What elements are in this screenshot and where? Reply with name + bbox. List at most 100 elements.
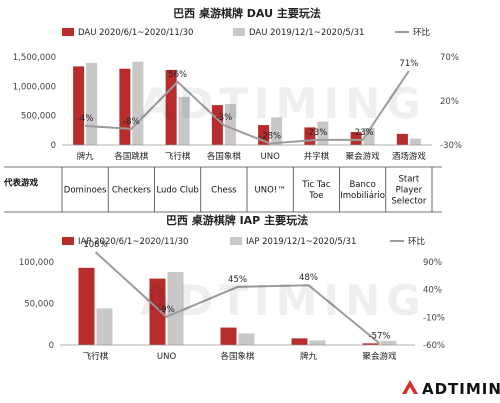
- ratio-data-label: -4%: [77, 114, 94, 124]
- y-tick-label: 100,000: [19, 258, 54, 268]
- bar-current: [304, 127, 316, 145]
- x-category-label: UNO: [260, 152, 280, 162]
- representative-game-name: Banco: [349, 180, 375, 190]
- representative-game-name: Dominoes: [64, 186, 107, 196]
- y-tick-label: 50,000: [24, 300, 54, 310]
- bar-current: [165, 69, 177, 145]
- bar-previous: [224, 103, 236, 145]
- bar-previous: [317, 121, 329, 145]
- bar-current: [258, 125, 270, 145]
- bar-current: [220, 327, 237, 345]
- bar-current: [78, 267, 95, 345]
- ratio-data-label: -57%: [369, 331, 391, 341]
- x-category-label: 各国象棋: [207, 151, 242, 162]
- y-tick-label: 1,500,000: [13, 53, 56, 63]
- x-category-label: 牌九: [77, 151, 95, 162]
- legend-label-ratio: 环比: [408, 236, 425, 247]
- bar-previous: [363, 127, 375, 145]
- brand-name: ADTIMING: [422, 380, 500, 398]
- ratio-data-label: -8%: [123, 117, 140, 127]
- x-category-label: 酒场游戏: [392, 151, 427, 162]
- ratio-data-label: 56%: [168, 70, 187, 80]
- brand-logo: ADTIMING ADTIMING ADTIMING: [140, 79, 500, 398]
- bar-current: [350, 132, 362, 145]
- ratio-data-label: 108%: [83, 240, 107, 250]
- ratio-data-label: -9%: [158, 305, 175, 315]
- legend-swatch-1: [62, 237, 74, 245]
- iap-chart: 巴西 桌游棋牌 IAP 主要玩法 IAP 2020/6/1~2020/11/30 I…: [19, 213, 445, 362]
- x-category-label: 飞行棋: [165, 151, 191, 162]
- bar-previous: [380, 340, 397, 345]
- legend-label-2: DAU 2019/12/1~2020/5/31: [249, 28, 364, 38]
- legend-label-1: IAP 2020/6/1~2020/11/30: [78, 237, 188, 247]
- bar-current: [73, 66, 85, 145]
- bar-current: [211, 105, 223, 145]
- dau-chart: 巴西 桌游棋牌 DAU 主要玩法 DAU 2020/6/1~2020/11/30 D…: [13, 6, 462, 162]
- bar-current: [149, 278, 166, 345]
- chart-title: 巴西 桌游棋牌 IAP 主要玩法: [166, 213, 308, 227]
- representative-game-name: Player: [396, 186, 423, 196]
- y2-tick-label: -10%: [423, 313, 445, 323]
- watermark-text: ADTIMING: [140, 79, 427, 128]
- representative-game-name: Toe: [308, 191, 323, 201]
- ratio-data-label: -23%: [352, 128, 374, 138]
- watermark-text: ADTIMING: [140, 276, 427, 325]
- y2-tick-label: -30%: [440, 141, 462, 151]
- legend-swatch-2: [230, 237, 242, 245]
- x-category-label: 聚会游戏: [362, 351, 397, 362]
- ratio-data-label: 48%: [299, 273, 318, 283]
- x-category-label: 牌九: [300, 351, 318, 362]
- bar-previous: [271, 117, 283, 145]
- legend-label-1: DAU 2020/6/1~2020/11/30: [78, 28, 193, 38]
- adtiming-logo-icon: [402, 380, 418, 394]
- y-tick-label: 0: [49, 341, 54, 351]
- ratio-data-label: 45%: [228, 275, 247, 285]
- representative-game-name: UNO!™: [255, 186, 286, 196]
- x-category-label: 各国象棋: [220, 351, 255, 362]
- bar-previous: [132, 61, 144, 146]
- bar-previous: [167, 271, 184, 345]
- representative-games-table: 代表游戏 Dominoes Checkers Ludo Club Chess UNO!™ T…: [3, 166, 442, 213]
- ratio-data-label: -28%: [259, 132, 281, 142]
- y-tick-label: 500,000: [21, 112, 56, 122]
- ratio-data-label: -3%: [216, 113, 233, 123]
- legend-label-ratio: 环比: [413, 27, 430, 38]
- chart-title: 巴西 桌游棋牌 DAU 主要玩法: [173, 6, 321, 20]
- bar-previous: [178, 96, 190, 145]
- y2-tick-label: 40%: [423, 286, 442, 296]
- y-tick-label: 0: [51, 141, 56, 151]
- bar-current: [396, 133, 408, 145]
- bar-previous: [309, 340, 326, 345]
- y2-tick-label: 90%: [423, 258, 442, 268]
- representative-game-name: Imobiliário: [340, 191, 385, 201]
- y2-tick-label: -60%: [423, 341, 445, 351]
- ratio-data-label: -23%: [305, 128, 327, 138]
- representative-game-name: Checkers: [112, 186, 152, 196]
- bar-current: [362, 343, 379, 345]
- ratio-line: [94, 251, 381, 345]
- bar-previous: [96, 308, 113, 345]
- y2-tick-label: 20%: [440, 97, 459, 107]
- legend-swatch-1: [62, 28, 74, 36]
- ratio-data-label: 71%: [399, 59, 418, 69]
- bar-current: [119, 68, 131, 145]
- x-category-label: UNO: [157, 352, 177, 362]
- representative-game-name: Chess: [211, 186, 237, 196]
- y-tick-label: 1,000,000: [13, 82, 56, 92]
- representative-game-name: Start: [398, 175, 419, 185]
- bar-previous: [409, 138, 421, 145]
- legend-swatch-2: [233, 28, 245, 36]
- representative-game-name: Tic Tac: [301, 180, 331, 190]
- x-category-label: 飞行棋: [83, 351, 109, 362]
- representative-game-name: Ludo Club: [156, 186, 198, 196]
- ratio-line: [85, 70, 410, 145]
- x-category-label: 井字棋: [304, 151, 330, 162]
- bar-previous: [86, 62, 98, 145]
- x-category-label: 各国跳棋: [114, 151, 149, 162]
- bar-previous: [238, 333, 255, 345]
- bar-current: [291, 338, 308, 345]
- legend-label-2: IAP 2019/12/1~2020/5/31: [246, 237, 356, 247]
- representative-game-name: Selector: [391, 197, 426, 207]
- representative-games-header: 代表游戏: [3, 178, 39, 189]
- x-category-label: 聚会游戏: [346, 151, 381, 162]
